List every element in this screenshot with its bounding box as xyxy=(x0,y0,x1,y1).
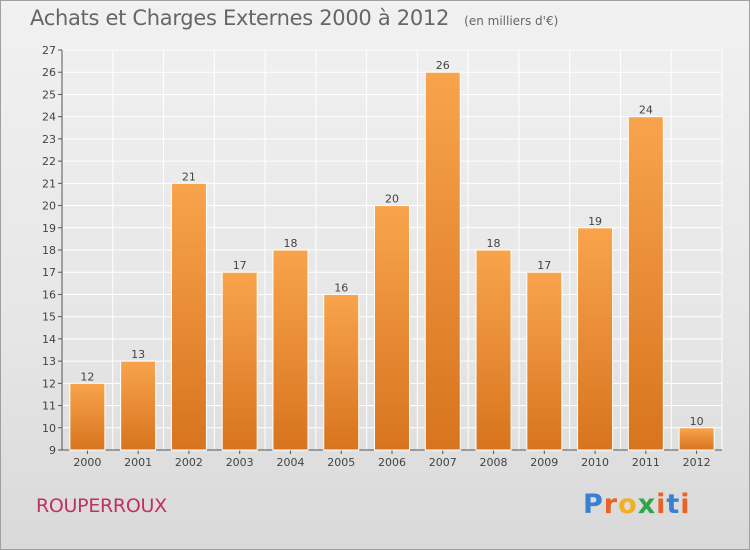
data-label-2010: 19 xyxy=(588,215,602,228)
x-tick-label: 2001 xyxy=(124,456,152,469)
x-tick-label: 2007 xyxy=(429,456,457,469)
y-tick-label: 21 xyxy=(42,177,56,190)
x-tick-label: 2003 xyxy=(226,456,254,469)
data-label-2009: 17 xyxy=(537,259,551,272)
x-tick-label: 2010 xyxy=(581,456,609,469)
bar-2001 xyxy=(120,360,157,451)
data-label-2005: 16 xyxy=(334,281,348,294)
commune-name: ROUPERROUX xyxy=(36,495,167,517)
x-tick-label: 2000 xyxy=(73,456,101,469)
y-tick-label: 14 xyxy=(42,333,56,346)
chart-title: Achats et Charges Externes 2000 à 2012 xyxy=(30,6,450,30)
y-tick-label: 12 xyxy=(42,377,56,390)
bar-2005 xyxy=(323,293,360,451)
data-label-2007: 26 xyxy=(436,59,450,72)
bar-2002 xyxy=(170,182,207,451)
data-label-2006: 20 xyxy=(385,193,399,206)
x-tick-label: 2008 xyxy=(480,456,508,469)
y-tick-label: 27 xyxy=(42,44,56,57)
logo-letter: o xyxy=(618,489,638,520)
data-label-2004: 18 xyxy=(283,237,297,250)
data-label-2002: 21 xyxy=(182,170,196,183)
y-tick-label: 11 xyxy=(42,400,56,413)
logo-letter: i xyxy=(680,489,691,520)
x-tick-label: 2012 xyxy=(683,456,711,469)
x-tick-label: 2004 xyxy=(276,456,304,469)
y-tick-label: 10 xyxy=(42,422,56,435)
bar-2003 xyxy=(221,271,258,451)
y-tick-label: 17 xyxy=(42,266,56,279)
y-tick-label: 15 xyxy=(42,311,56,324)
bar-2011 xyxy=(627,116,664,451)
x-tick-label: 2005 xyxy=(327,456,355,469)
y-tick-label: 23 xyxy=(42,133,56,146)
y-tick-label: 18 xyxy=(42,244,56,257)
bar-2012 xyxy=(678,427,715,451)
data-label-2011: 24 xyxy=(639,104,653,117)
logo-letter: i xyxy=(656,489,667,520)
bar-2000 xyxy=(69,382,106,451)
chart-subtitle: (en milliers d'€) xyxy=(464,14,559,28)
proxiti-logo: Proxiti xyxy=(583,489,691,520)
logo-letter: x xyxy=(637,489,657,520)
y-tick-label: 19 xyxy=(42,222,56,235)
data-label-2012: 10 xyxy=(690,415,704,428)
y-tick-label: 22 xyxy=(42,155,56,168)
bar-2006 xyxy=(374,205,410,451)
data-label-2008: 18 xyxy=(487,237,501,250)
x-tick-label: 2006 xyxy=(378,456,406,469)
y-tick-label: 13 xyxy=(42,355,56,368)
x-tick-label: 2011 xyxy=(632,456,660,469)
y-tick-label: 16 xyxy=(42,288,56,301)
title-row: Achats et Charges Externes 2000 à 2012 (… xyxy=(30,6,558,30)
bar-2009 xyxy=(526,271,563,451)
y-tick-label: 9 xyxy=(49,444,56,457)
logo-letter: r xyxy=(603,489,619,520)
bar-2008 xyxy=(475,249,512,451)
bar-2010 xyxy=(577,227,614,451)
y-tick-label: 26 xyxy=(42,66,56,79)
data-label-2001: 13 xyxy=(131,348,145,361)
y-tick-label: 20 xyxy=(42,200,56,213)
data-label-2000: 12 xyxy=(80,370,94,383)
x-tick-label: 2009 xyxy=(530,456,558,469)
y-tick-label: 25 xyxy=(42,88,56,101)
y-tick-label: 24 xyxy=(42,111,56,124)
data-label-2003: 17 xyxy=(233,259,247,272)
logo-letter: t xyxy=(666,489,681,520)
logo-letter: P xyxy=(583,489,604,520)
bar-2007 xyxy=(424,71,461,451)
x-tick-label: 2002 xyxy=(175,456,203,469)
bar-2004 xyxy=(272,249,309,451)
